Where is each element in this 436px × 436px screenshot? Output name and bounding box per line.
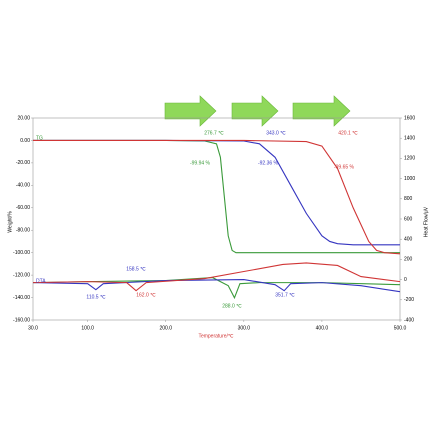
annotation: 420.1 ℃ xyxy=(338,130,358,136)
y2-tick-label: 1600 xyxy=(404,115,415,121)
annotation: 162.0 ℃ xyxy=(136,292,156,298)
y2-tick-label: -400 xyxy=(404,317,414,323)
annotation: -99.65 % xyxy=(334,164,355,170)
annotation: 288.0 ℃ xyxy=(222,303,242,309)
y2-tick-label: 0 xyxy=(404,277,407,283)
y2-tick-label: 200 xyxy=(404,257,413,263)
annotation: 276.7 ℃ xyxy=(204,130,224,136)
dta-curve xyxy=(32,262,401,292)
y-tick-label: -120.00 xyxy=(13,272,30,278)
y-tick-label: -20.00 xyxy=(16,160,30,166)
y2-axis-title: Heat Flow/μV xyxy=(423,206,429,237)
y2-tick-label: 1200 xyxy=(404,156,415,162)
y-tick-label: -60.00 xyxy=(16,205,30,211)
x-tick-label: 200.0 xyxy=(159,325,172,331)
y2-tick-label: 600 xyxy=(404,216,413,222)
y2-tick-label: 800 xyxy=(404,196,413,202)
y-axis-title: Weight/% xyxy=(7,211,13,233)
y-tick-label: -40.00 xyxy=(16,183,30,189)
y2-tick-label: 400 xyxy=(404,237,413,243)
dta-curve xyxy=(32,277,401,300)
y-tick-label: 0.00 xyxy=(20,138,30,144)
y-tick-label: -80.00 xyxy=(16,228,30,234)
y-tick-label: -100.00 xyxy=(13,250,30,256)
x-tick-label: 500.0 xyxy=(394,325,407,331)
x-tick-label: 30.0 xyxy=(28,325,38,331)
y-tick-label: -140.00 xyxy=(13,295,30,301)
tg-curve xyxy=(33,139,401,255)
y2-tick-label: 1400 xyxy=(404,136,415,142)
y-tick-label: -160.00 xyxy=(13,317,30,323)
dta-curve xyxy=(32,279,401,293)
curve-label: TG xyxy=(36,135,43,141)
annotation: 110.5 ℃ xyxy=(86,294,106,300)
y2-tick-label: -200 xyxy=(404,297,414,303)
annotation: 343.0 ℃ xyxy=(266,130,286,136)
annotation: -92.36 % xyxy=(258,160,279,166)
x-axis-title: Temperature/℃ xyxy=(198,333,233,339)
y-tick-label: 20.00 xyxy=(17,115,30,121)
x-tick-label: 300.0 xyxy=(238,325,251,331)
process-arrows xyxy=(164,95,351,127)
y2-tick-label: 1000 xyxy=(404,176,415,182)
curve-label: DTA xyxy=(36,278,46,284)
x-tick-label: 100.0 xyxy=(81,325,94,331)
x-tick-label: 400.0 xyxy=(316,325,329,331)
annotation: 158.5 ℃ xyxy=(126,266,146,272)
annotation: -99.94 % xyxy=(190,160,211,166)
annotation: 351.7 ℃ xyxy=(275,292,295,298)
